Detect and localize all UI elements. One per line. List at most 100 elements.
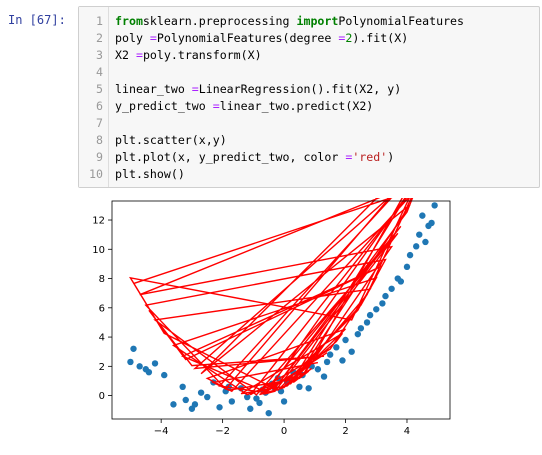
line-number: 5 <box>96 82 103 96</box>
scatter-point <box>161 371 168 379</box>
code-token: sklearn.preprocessing <box>142 14 297 28</box>
code-line[interactable]: 9 plt.plot(x, y_predict_two, color ='red'… <box>79 149 539 166</box>
code-line[interactable]: 8 plt.scatter(x,y) <box>79 132 539 149</box>
y-tick-label: 12 <box>92 216 105 227</box>
scatter-point <box>413 243 420 250</box>
code-line[interactable]: 7 <box>79 115 539 132</box>
scatter-point <box>197 389 205 396</box>
line-number: 4 <box>96 65 103 79</box>
scatter-point <box>422 238 429 246</box>
scatter-point <box>326 351 334 358</box>
x-tick-label: −2 <box>215 426 230 437</box>
code-token: = <box>149 31 157 45</box>
y-tick-label: 8 <box>99 274 105 285</box>
scatter-point <box>280 398 288 405</box>
code-token: = <box>338 31 346 45</box>
code-line[interactable]: 3 X2 =poly.transform(X) <box>79 47 539 64</box>
code-token: from <box>115 14 143 28</box>
cell-prompt: In [67]: <box>8 13 66 27</box>
y-tick-label: 4 <box>99 333 105 344</box>
scatter-point <box>145 368 153 376</box>
code-line[interactable]: 10 plt.show() <box>79 166 539 183</box>
code-token: poly.transform(X) <box>142 48 262 62</box>
scatter-point <box>354 330 362 338</box>
regression-curve <box>128 139 436 396</box>
scatter-point <box>130 345 137 352</box>
scatter-point <box>339 357 346 364</box>
scatter-point <box>363 319 371 326</box>
code-text: plt.plot(x, y_predict_two, color ='red') <box>103 149 394 166</box>
code-line[interactable]: 2 poly =PolynomialFeatures(degree =2).fit… <box>79 30 539 47</box>
scatter-point <box>373 306 380 313</box>
scatter-point <box>431 202 438 209</box>
scatter-point <box>228 398 236 405</box>
scatter-point <box>244 393 251 401</box>
line-number: 8 <box>96 133 103 147</box>
y-tick-label: 0 <box>99 391 105 402</box>
scatter-point <box>296 383 303 391</box>
line-number: 2 <box>96 31 103 45</box>
scatter-point <box>333 344 340 351</box>
code-token: ) <box>387 150 395 164</box>
scatter-point <box>265 409 272 417</box>
code-token: PolynomialFeatures(degree <box>156 31 339 45</box>
scatter-point <box>323 358 331 366</box>
scatter-point <box>397 278 405 285</box>
code-text: X2 =poly.transform(X) <box>103 47 262 64</box>
line-number: 6 <box>96 99 103 113</box>
code-token: = <box>345 150 353 164</box>
scatter-point <box>382 292 389 300</box>
code-token: PolynomialFeatures <box>338 14 465 28</box>
y-tick-label: 6 <box>99 303 105 314</box>
code-text: poly =PolynomialFeatures(degree =2).fit(… <box>103 30 408 47</box>
scatter-point <box>256 399 263 407</box>
code-line[interactable]: 6 y_predict_two =linear_two.predict(X2) <box>79 98 539 115</box>
code-token: plt.show() <box>115 167 185 181</box>
scatter-point <box>136 363 143 370</box>
x-tick-label: 2 <box>342 426 348 437</box>
code-text: fromsklearn.preprocessing importPolynomi… <box>103 13 464 30</box>
line-number: 1 <box>96 14 103 28</box>
scatter-point <box>342 336 349 344</box>
code-token: 2 <box>345 31 353 45</box>
code-line[interactable]: 4 <box>79 64 539 81</box>
scatter-point <box>419 212 426 219</box>
y-tick-label: 2 <box>99 362 105 373</box>
code-token: = <box>135 48 143 62</box>
code-token: = <box>212 99 220 113</box>
code-text: plt.show() <box>103 166 185 183</box>
scatter-point <box>366 311 374 319</box>
scatter-point <box>428 219 435 227</box>
code-token: import <box>296 14 339 28</box>
line-number-gutter <box>79 7 109 187</box>
scatter-point <box>151 360 159 367</box>
scatter-point <box>314 366 322 373</box>
line-number: 7 <box>96 116 103 130</box>
code-token: X2 <box>115 48 136 62</box>
scatter-point <box>247 405 254 412</box>
code-text: y_predict_two =linear_two.predict(X2) <box>103 98 373 115</box>
code-token: ).fit(X) <box>352 31 409 45</box>
scatter-point <box>305 385 312 392</box>
code-token: poly <box>115 31 150 45</box>
code-token: LinearRegression().fit(X2, y) <box>198 82 402 96</box>
scatter-point <box>216 404 223 411</box>
scatter-point <box>320 373 328 380</box>
scatter-point <box>191 401 199 408</box>
scatter-point <box>403 263 411 271</box>
y-tick-label: 10 <box>92 245 105 256</box>
code-line[interactable]: 1 fromsklearn.preprocessing importPolynom… <box>79 13 539 30</box>
line-number: 3 <box>96 48 103 62</box>
x-tick-label: −4 <box>154 426 169 437</box>
code-token: 'red' <box>352 150 388 164</box>
code-cell[interactable]: 1 fromsklearn.preprocessing importPolynom… <box>78 6 540 188</box>
scatter-point <box>388 285 395 292</box>
code-text: plt.scatter(x,y) <box>103 132 227 149</box>
code-token: = <box>191 82 199 96</box>
scatter-point <box>182 396 189 404</box>
code-line[interactable]: 5 linear_two =LinearRegression().fit(X2, … <box>79 81 539 98</box>
code-token: linear_two.predict(X2) <box>219 99 374 113</box>
output-area: −4 −2 0 2 4 0 2 4 6 8 10 12 <box>78 139 538 451</box>
scatter-point <box>406 251 414 259</box>
scatter-point <box>179 383 186 391</box>
